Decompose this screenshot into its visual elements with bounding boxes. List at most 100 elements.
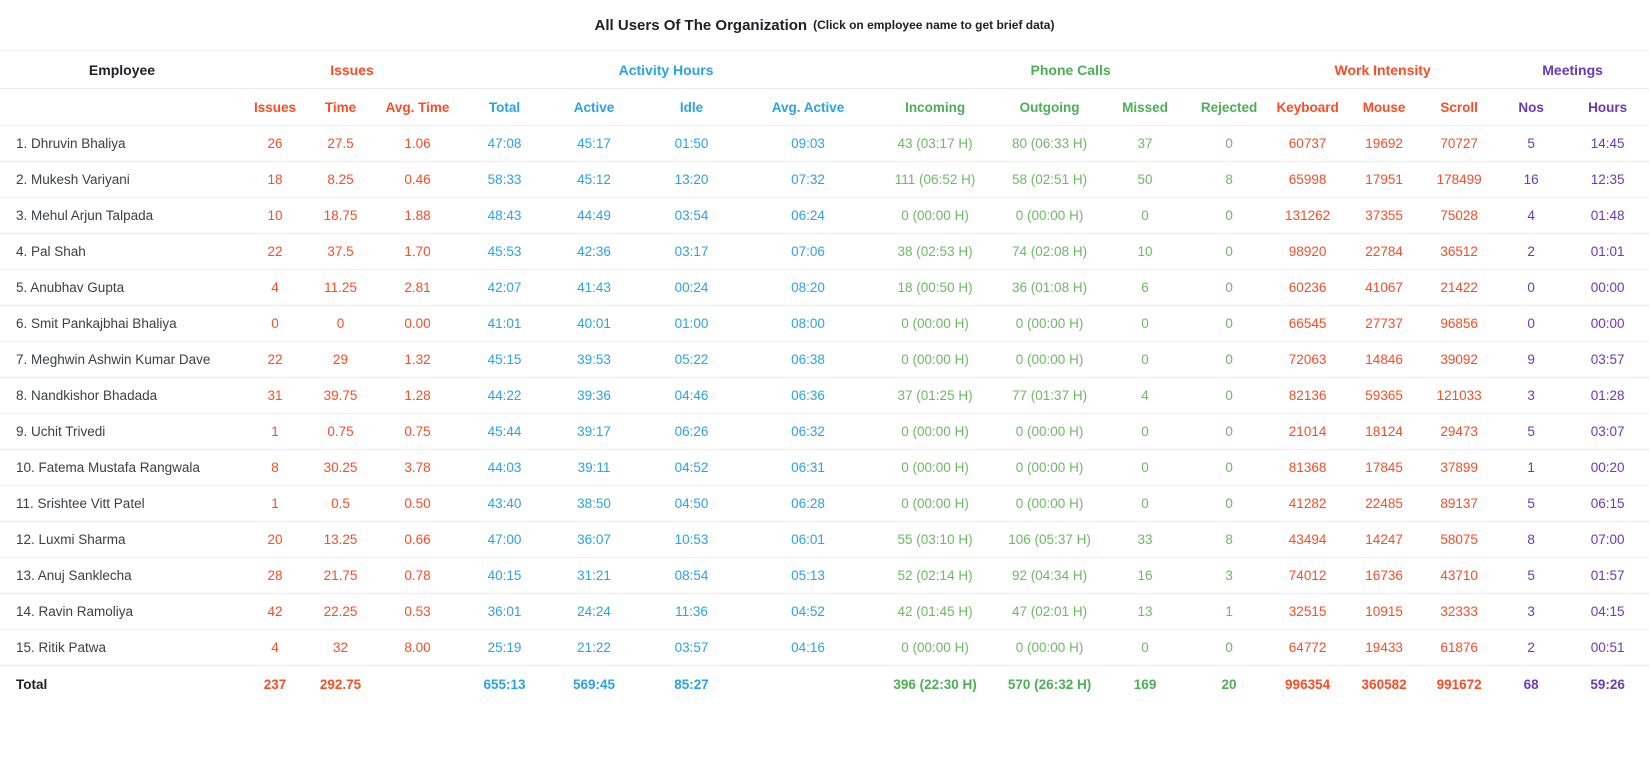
employee-name-link[interactable]: 10. Fatema Mustafa Rangwala — [16, 460, 200, 475]
cell-keyboard: 98920 — [1269, 233, 1347, 270]
cell-rejected: 0 — [1189, 629, 1270, 666]
cell-hours: 00:20 — [1566, 449, 1649, 486]
cell-mouse: 37355 — [1346, 197, 1423, 234]
cell-nos: 2 — [1496, 233, 1567, 270]
employee-name-link[interactable]: 14. Ravin Ramoliya — [16, 604, 134, 619]
cell-nos: 9 — [1496, 341, 1567, 378]
cell-avg-time: 0.75 — [375, 413, 461, 450]
cell-missed: 50 — [1101, 161, 1190, 198]
employee-name-link[interactable]: 2. Mukesh Variyani — [16, 172, 130, 187]
table-row: 6. Smit Pankajbhai Bhaliya 0 0 0.00 41:01 40:… — [0, 305, 1649, 342]
cell-missed: 0 — [1101, 413, 1190, 450]
cell-total: 47:08 — [460, 125, 550, 162]
cell-avg-active: 06:36 — [744, 377, 873, 414]
cell-keyboard: 131262 — [1269, 197, 1347, 234]
cell-issues: 0 — [244, 305, 306, 342]
cell-outgoing: 36 (01:08 H) — [998, 269, 1102, 306]
cell-avg-time: 0.66 — [375, 521, 461, 558]
cell-idle: 05:22 — [639, 341, 745, 378]
table-row: 11. Srishtee Vitt Patel 1 0.5 0.50 43:40 38:5… — [0, 485, 1649, 522]
employee-name-link[interactable]: 3. Mehul Arjun Talpada — [16, 208, 154, 223]
col-header-rejected: Rejected — [1189, 88, 1270, 126]
cell-time: 13.25 — [306, 521, 375, 558]
cell-keyboard: 65998 — [1269, 161, 1347, 198]
cell-scroll: 58075 — [1422, 521, 1497, 558]
cell-active: 39:17 — [549, 413, 640, 450]
cell-missed: 0 — [1101, 197, 1190, 234]
employee-name-link[interactable]: 7. Meghwin Ashwin Kumar Dave — [16, 352, 211, 367]
cell-avg-time: 1.88 — [375, 197, 461, 234]
page-title-main: All Users Of The Organization — [594, 16, 808, 34]
employee-cell: 10. Fatema Mustafa Rangwala — [0, 449, 244, 486]
col-header-incoming: Incoming — [872, 88, 999, 126]
employee-cell: 2. Mukesh Variyani — [0, 161, 244, 198]
col-header-hours: Hours — [1566, 88, 1649, 126]
group-header-issues: Issues — [244, 51, 461, 89]
cell-idle: 03:57 — [639, 629, 745, 666]
cell-rejected: 0 — [1189, 305, 1270, 342]
cell-nos: 4 — [1496, 197, 1567, 234]
cell-missed: 37 — [1101, 125, 1190, 162]
cell-total: 48:43 — [460, 197, 550, 234]
cell-avg-active: 04:16 — [744, 629, 873, 666]
cell-mouse: 22485 — [1346, 485, 1423, 522]
cell-hours: 12:35 — [1566, 161, 1649, 198]
cell-rejected: 8 — [1189, 521, 1270, 558]
cell-time: 11.25 — [306, 269, 375, 306]
cell-mouse: 17951 — [1346, 161, 1423, 198]
total-mouse: 360582 — [1361, 676, 1407, 692]
cell-hours: 00:00 — [1566, 305, 1649, 342]
employee-name-link[interactable]: 8. Nandkishor Bhadada — [16, 388, 158, 403]
group-header-activity-hours: Activity Hours — [460, 51, 873, 89]
cell-missed: 10 — [1101, 233, 1190, 270]
table-row: 9. Uchit Trivedi 1 0.75 0.75 45:44 39:17 06:26… — [0, 413, 1649, 450]
employee-name-link[interactable]: 15. Ritik Patwa — [16, 640, 107, 655]
cell-incoming: 111 (06:52 H) — [872, 161, 999, 198]
employee-name-link[interactable]: 4. Pal Shah — [16, 244, 86, 259]
cell-rejected: 0 — [1189, 269, 1270, 306]
cell-issues: 10 — [244, 197, 306, 234]
cell-time: 32 — [306, 629, 375, 666]
employee-name-link[interactable]: 12. Luxmi Sharma — [16, 532, 126, 547]
total-keyboard: 996354 — [1285, 676, 1331, 692]
employee-name-link[interactable]: 5. Anubhav Gupta — [16, 280, 125, 295]
employee-cell: 9. Uchit Trivedi — [0, 413, 244, 450]
cell-active: 44:49 — [549, 197, 640, 234]
cell-outgoing: 47 (02:01 H) — [998, 593, 1102, 630]
group-header-meetings: Meetings — [1496, 51, 1649, 89]
cell-incoming: 55 (03:10 H) — [872, 521, 999, 558]
cell-active: 38:50 — [549, 485, 640, 522]
cell-missed: 33 — [1101, 521, 1190, 558]
cell-issues: 31 — [244, 377, 306, 414]
employee-name-link[interactable]: 13. Anuj Sanklecha — [16, 568, 132, 583]
cell-hours: 01:57 — [1566, 557, 1649, 594]
cell-avg-active: 05:13 — [744, 557, 873, 594]
employee-name-link[interactable]: 1. Dhruvin Bhaliya — [16, 136, 126, 151]
cell-outgoing: 92 (04:34 H) — [998, 557, 1102, 594]
cell-outgoing: 58 (02:51 H) — [998, 161, 1102, 198]
col-header-avg-time: Avg. Time — [375, 88, 461, 126]
cell-missed: 0 — [1101, 629, 1190, 666]
employee-cell: 12. Luxmi Sharma — [0, 521, 244, 558]
cell-mouse: 19692 — [1346, 125, 1423, 162]
cell-total: 45:44 — [460, 413, 550, 450]
employee-name-link[interactable]: 11. Srishtee Vitt Patel — [16, 496, 145, 511]
cell-rejected: 0 — [1189, 377, 1270, 414]
table-row: 14. Ravin Ramoliya 42 22.25 0.53 36:01 24:24 1… — [0, 593, 1649, 630]
total-scroll: 991672 — [1436, 676, 1482, 692]
cell-nos: 5 — [1496, 413, 1567, 450]
cell-outgoing: 0 (00:00 H) — [998, 197, 1102, 234]
table-row: 4. Pal Shah 22 37.5 1.70 45:53 42:36 03:17 07:0… — [0, 233, 1649, 270]
cell-scroll: 32333 — [1422, 593, 1497, 630]
employee-name-link[interactable]: 6. Smit Pankajbhai Bhaliya — [16, 316, 177, 331]
employee-name-link[interactable]: 9. Uchit Trivedi — [16, 424, 106, 439]
cell-issues: 1 — [244, 485, 306, 522]
cell-mouse: 14247 — [1346, 521, 1423, 558]
cell-missed: 6 — [1101, 269, 1190, 306]
cell-avg-active: 07:06 — [744, 233, 873, 270]
cell-keyboard: 74012 — [1269, 557, 1347, 594]
cell-keyboard: 81368 — [1269, 449, 1347, 486]
cell-avg-active: 09:03 — [744, 125, 873, 162]
cell-mouse: 19433 — [1346, 629, 1423, 666]
